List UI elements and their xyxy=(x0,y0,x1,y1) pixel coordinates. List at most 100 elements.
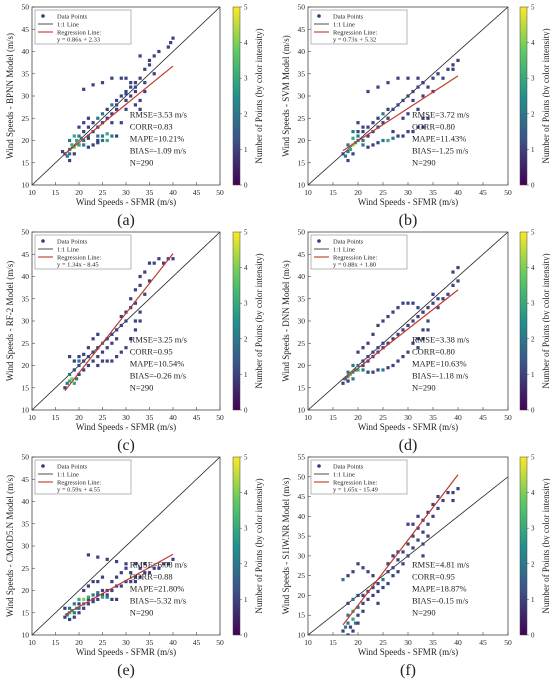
y-tick-label: 55 xyxy=(298,453,306,462)
y-tick-label: 10 xyxy=(298,631,306,640)
data-point xyxy=(396,134,400,138)
data-point xyxy=(431,292,435,296)
plot-content xyxy=(308,474,508,635)
data-point xyxy=(86,145,90,149)
data-point xyxy=(371,350,375,354)
data-point xyxy=(96,363,100,368)
stats-line: N=290 xyxy=(412,157,436,167)
data-point xyxy=(356,368,360,372)
data-point xyxy=(157,257,161,261)
data-point xyxy=(376,323,380,328)
colorbar-tick-label: 4 xyxy=(531,264,535,272)
data-point xyxy=(110,341,114,345)
data-point xyxy=(371,585,375,590)
colorbar-tick-label: 0 xyxy=(531,632,535,640)
plot-content xyxy=(308,232,508,410)
x-axis-label: Wind Speeds - SFMR (m/s) xyxy=(76,197,176,207)
data-point xyxy=(82,143,86,147)
x-tick-label: 40 xyxy=(454,413,462,422)
data-point xyxy=(416,306,420,310)
plot-content xyxy=(32,7,220,185)
data-point xyxy=(105,132,109,136)
y-tick-label: 40 xyxy=(22,497,30,506)
data-point xyxy=(341,629,345,633)
data-point xyxy=(119,584,123,588)
data-point xyxy=(361,363,365,368)
stats-line: CORR=0.95 xyxy=(412,571,455,581)
data-point xyxy=(343,625,348,629)
data-point xyxy=(91,83,95,87)
x-tick-label: 15 xyxy=(52,188,60,197)
data-point xyxy=(68,372,72,376)
legend-regression-label: Regression Line: xyxy=(57,255,101,262)
legend-box xyxy=(310,234,408,270)
data-point xyxy=(411,534,415,538)
colorbar-tick-label: 5 xyxy=(244,4,248,12)
data-point xyxy=(91,121,95,125)
data-point xyxy=(65,381,69,385)
stats-line: BIAS=-1.25 m/s xyxy=(412,145,468,155)
legend-one-to-one-label: 1:1 Line xyxy=(57,472,79,479)
data-point xyxy=(416,125,420,129)
data-point xyxy=(147,279,152,283)
data-point xyxy=(129,94,133,98)
y-tick-label: 40 xyxy=(298,47,306,56)
data-point xyxy=(411,319,415,323)
legend-point-marker xyxy=(41,14,45,18)
data-point xyxy=(366,125,370,129)
legend-regression-equation: y = 0.73x + 5.32 xyxy=(333,37,376,44)
data-point xyxy=(396,570,400,574)
colorbar-label: Number of Points (by color intensity) xyxy=(254,478,264,613)
stats-line: CORR=0.83 xyxy=(130,121,173,131)
data-point xyxy=(356,134,360,138)
data-point xyxy=(96,593,100,597)
data-point xyxy=(356,605,360,609)
stats-line: MAPE=10.21% xyxy=(130,133,185,143)
colorbar-tick-label: 5 xyxy=(244,229,248,237)
colorbar xyxy=(519,231,528,411)
data-point xyxy=(396,359,400,363)
data-point xyxy=(391,363,395,368)
stats-line: BIAS=-5.32 m/s xyxy=(130,595,186,605)
x-tick-label: 25 xyxy=(99,638,107,647)
x-tick-label: 35 xyxy=(146,413,154,422)
data-point xyxy=(346,621,350,625)
data-point xyxy=(406,301,410,305)
colorbar-tick-label: 2 xyxy=(244,335,248,343)
legend-point-marker xyxy=(317,239,321,243)
data-point xyxy=(416,337,420,341)
data-point xyxy=(77,355,81,359)
data-point xyxy=(361,346,365,350)
stats-line: MAPE=10.63% xyxy=(412,358,467,368)
stats-line: MAPE=18.87% xyxy=(412,583,467,593)
data-point xyxy=(86,116,90,120)
data-point xyxy=(124,92,128,96)
x-tick-label: 45 xyxy=(193,413,201,422)
data-point xyxy=(124,76,128,80)
y-tick-label: 35 xyxy=(22,69,30,78)
data-point xyxy=(426,319,430,323)
data-point xyxy=(421,542,425,546)
colorbar xyxy=(232,6,241,186)
data-point xyxy=(386,138,390,143)
data-point xyxy=(451,498,455,503)
x-tick-label: 15 xyxy=(52,638,60,647)
data-point xyxy=(416,107,420,111)
y-tick-label: 15 xyxy=(298,383,306,392)
data-point xyxy=(143,81,147,85)
data-point xyxy=(386,107,390,111)
data-point xyxy=(376,368,380,372)
data-point xyxy=(105,138,109,143)
data-point xyxy=(343,154,348,158)
data-point xyxy=(421,328,425,332)
data-point xyxy=(361,593,365,598)
data-point xyxy=(119,94,123,98)
data-point xyxy=(115,103,119,107)
x-axis-label: Wind Speeds - SFMR (m/s) xyxy=(358,197,458,207)
data-point xyxy=(138,566,142,570)
data-point xyxy=(86,136,90,140)
